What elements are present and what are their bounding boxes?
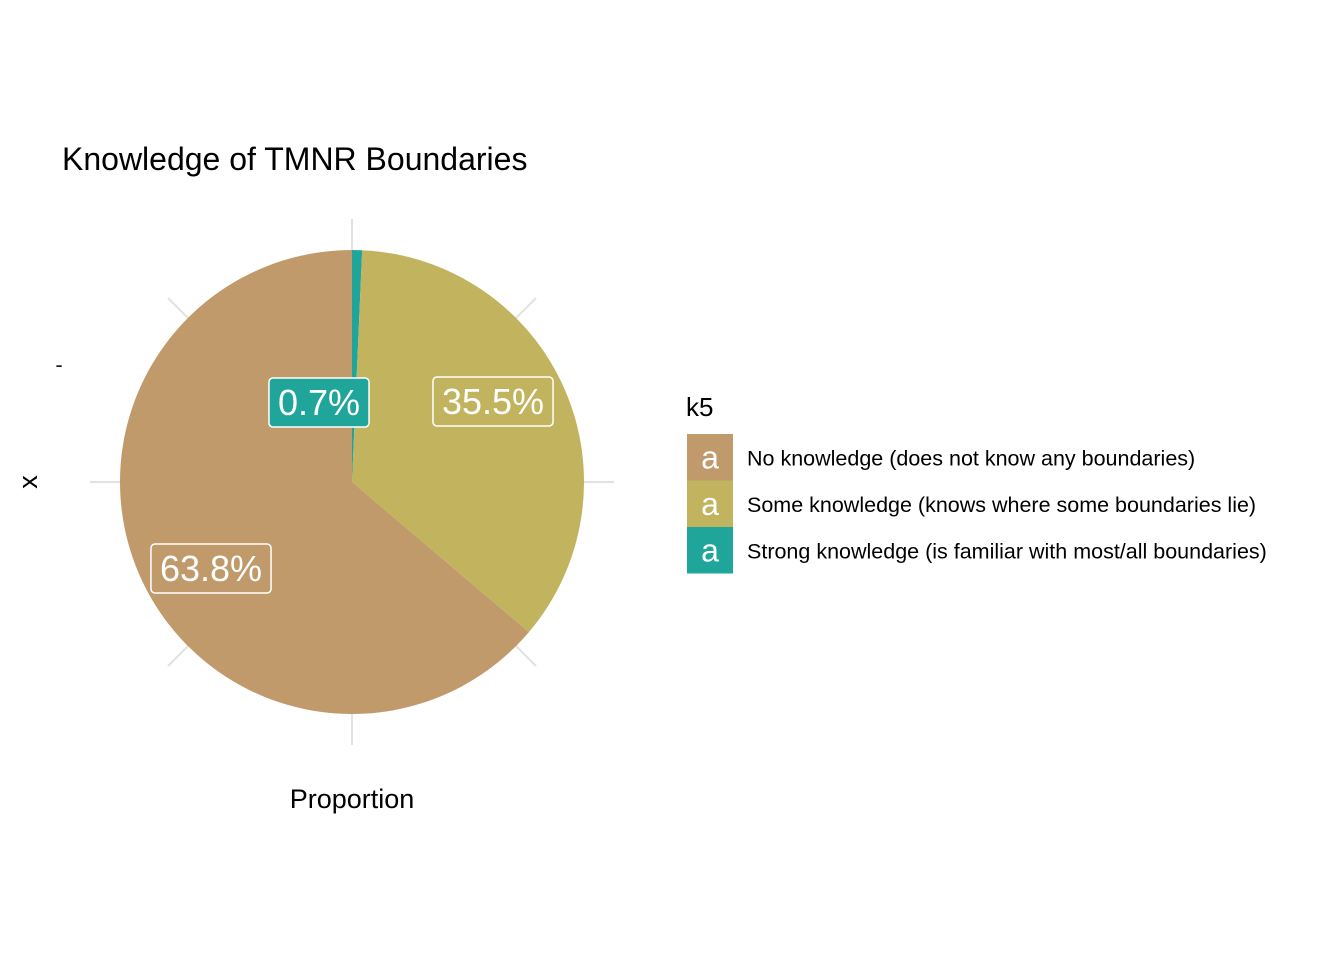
- pie-slice: [119, 250, 529, 714]
- slice-label-text: 63.8%: [160, 548, 262, 589]
- y-axis-title: x: [13, 475, 43, 489]
- legend-key-glyph: a: [701, 532, 719, 568]
- slice-label-box: [432, 376, 554, 427]
- slice-labels: 63.8% 35.5% 0.7%: [150, 376, 554, 594]
- slice-label: 0.7%: [268, 377, 370, 428]
- slice-label-text: 35.5%: [442, 381, 544, 422]
- slice-label: 63.8%: [150, 543, 272, 594]
- pie-slice: [352, 250, 584, 633]
- legend-swatch: [687, 527, 733, 574]
- legend-label: Strong knowledge (is familiar with most/…: [747, 539, 1267, 563]
- chart-title: Knowledge of TMNR Boundaries: [62, 141, 527, 177]
- legend-label: No knowledge (does not know any boundari…: [747, 446, 1195, 470]
- x-axis-title: Proportion: [290, 784, 415, 814]
- legend-key-glyph: a: [701, 439, 719, 475]
- legend-swatch: [687, 434, 733, 481]
- slice-label-box: [150, 543, 272, 594]
- slice-label-text: 0.7%: [278, 382, 360, 423]
- slice-label-box: [268, 377, 370, 428]
- legend-key-glyph: a: [701, 486, 719, 522]
- pie-slices: [119, 250, 584, 714]
- legend-item: a Some knowledge (knows where some bounda…: [687, 480, 1256, 527]
- legend-item: a No knowledge (does not know any boundar…: [687, 434, 1195, 481]
- slice-label: 35.5%: [432, 376, 554, 427]
- legend-swatch: [687, 480, 733, 527]
- y-tick-label: -: [55, 352, 62, 377]
- legend: k5 a No knowledge (does not know any boun…: [686, 392, 1267, 574]
- legend-items: a No knowledge (does not know any boundar…: [687, 434, 1267, 574]
- legend-title: k5: [686, 392, 713, 422]
- legend-label: Some knowledge (knows where some boundar…: [747, 493, 1256, 517]
- legend-item: a Strong knowledge (is familiar with most…: [687, 527, 1267, 574]
